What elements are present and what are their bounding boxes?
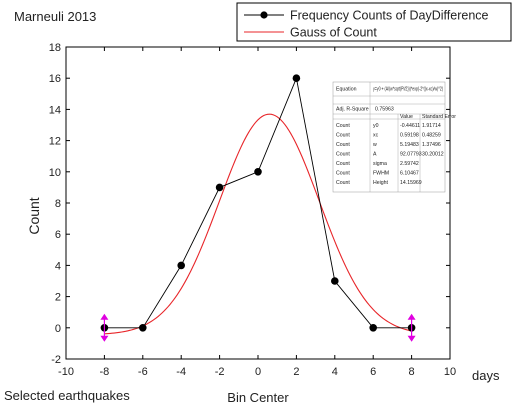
fit-table: Equation y=y0 + (A/(w*sqrt(PI/2)))*exp(-…: [332, 81, 456, 193]
fit-cell: 1.37496: [422, 142, 441, 148]
fit-equation: y=y0 + (A/(w*sqrt(PI/2)))*exp(-2*((x-xc)…: [373, 87, 443, 93]
y-tick-label: 2: [55, 292, 61, 304]
y-tick-label: 16: [49, 73, 61, 85]
fit-cell: A: [373, 152, 377, 158]
fit-cell: w: [373, 142, 377, 148]
fit-cell: sigma: [373, 161, 387, 167]
y-tick-label: 10: [49, 167, 61, 179]
x-tick-label: 4: [332, 366, 338, 378]
axis-ticks: -10 -8 -6 -4 -2 0 2 4 6 8 10 -2 0 2 4 6 8 10 12 14 16 18: [49, 42, 456, 378]
fit-cell: Count: [336, 161, 350, 167]
data-point: [331, 277, 339, 285]
x-tick-label: -10: [58, 366, 74, 378]
fit-rows: Count y0 -0.44611 1.91714 Count xc 0.59198 0.48…: [336, 123, 444, 186]
data-point: [139, 324, 147, 332]
y-tick-label: 18: [49, 42, 61, 54]
x-tick-label: 0: [255, 366, 261, 378]
legend-marker-frequency: [260, 11, 268, 19]
data-point: [215, 183, 224, 192]
x-tick-label: -8: [100, 366, 110, 378]
x-tick-label: -2: [215, 366, 225, 378]
data-point: [292, 74, 301, 82]
legend-box: [236, 2, 512, 42]
x-tick-label: -6: [138, 366, 148, 378]
fit-cell: Count: [336, 133, 350, 139]
fit-cell: Count: [336, 171, 350, 177]
series-line-gauss: [104, 113, 412, 335]
y-tick-label: 0: [55, 323, 61, 335]
fit-cell: 5.19483: [400, 142, 419, 148]
chart-title: Marneuli 2013: [14, 9, 96, 24]
marker-arrow-up: [407, 313, 416, 320]
fit-cell: 0.59198: [400, 133, 419, 139]
data-point: [254, 168, 262, 176]
data-point: [177, 261, 185, 270]
legend-label-frequency: Frequency Counts of DayDifference: [290, 9, 489, 23]
fit-cell: FWHM: [373, 171, 389, 177]
fit-cell: 0.48259: [422, 133, 441, 139]
marker-arrow-up: [100, 313, 109, 320]
y-tick-label: 14: [49, 104, 61, 116]
fit-equation-label: Equation: [336, 87, 357, 93]
fit-cell: 6.10467: [400, 171, 419, 177]
x-tick-label: 8: [409, 366, 415, 378]
fit-cell: y0: [373, 123, 379, 129]
y-axis-label: Count: [26, 197, 42, 234]
y-tick-label: 12: [49, 136, 61, 148]
x-tick-label: 10: [444, 366, 456, 378]
data-point: [369, 324, 378, 332]
fit-adj-r-label: Adj. R-Square: [336, 107, 369, 113]
y-tick-label: 4: [55, 260, 61, 272]
x-tick-label: 2: [293, 366, 299, 378]
fit-header-value: Value: [400, 114, 413, 120]
fit-cell: 1.91714: [422, 123, 441, 129]
fit-adj-r-value: 0.75963: [375, 107, 394, 113]
x-tick-label: -4: [176, 366, 186, 378]
fit-cell: 2.59742: [400, 161, 419, 167]
fit-header-error: Standard Error: [422, 114, 456, 120]
fit-table-frame: [332, 81, 446, 193]
legend-label-gauss: Gauss of Count: [290, 26, 377, 40]
fit-cell: 14.15969: [400, 180, 422, 186]
y-tick-label: -2: [51, 354, 61, 366]
fit-cell: 30.20012: [422, 152, 444, 158]
y-tick-label: 6: [55, 229, 61, 241]
fit-cell: Count: [336, 123, 350, 129]
x-tick-label: 6: [370, 366, 376, 378]
marker-arrow-down: [407, 335, 416, 342]
fit-cell: Height: [373, 180, 389, 186]
fit-cell: Count: [336, 142, 350, 148]
x-axis-unit-label: days: [472, 368, 500, 383]
fit-cell: 92.07793: [400, 152, 422, 158]
plot-area: [100, 74, 416, 342]
double-arrow-marker-icon: [407, 313, 416, 342]
fit-cell: Count: [336, 180, 350, 186]
fit-cell: Count: [336, 152, 350, 158]
y-tick-label: 8: [55, 198, 61, 210]
marker-arrow-down: [100, 335, 109, 342]
fit-cell: -0.44611: [400, 123, 420, 129]
corner-caption: Selected earthquakes: [4, 388, 130, 403]
legend: Frequency Counts of DayDifference Gauss …: [236, 2, 512, 42]
fit-cell: xc: [373, 133, 379, 139]
double-arrow-marker-icon: [100, 313, 109, 342]
x-axis-label: Bin Center: [227, 390, 289, 405]
